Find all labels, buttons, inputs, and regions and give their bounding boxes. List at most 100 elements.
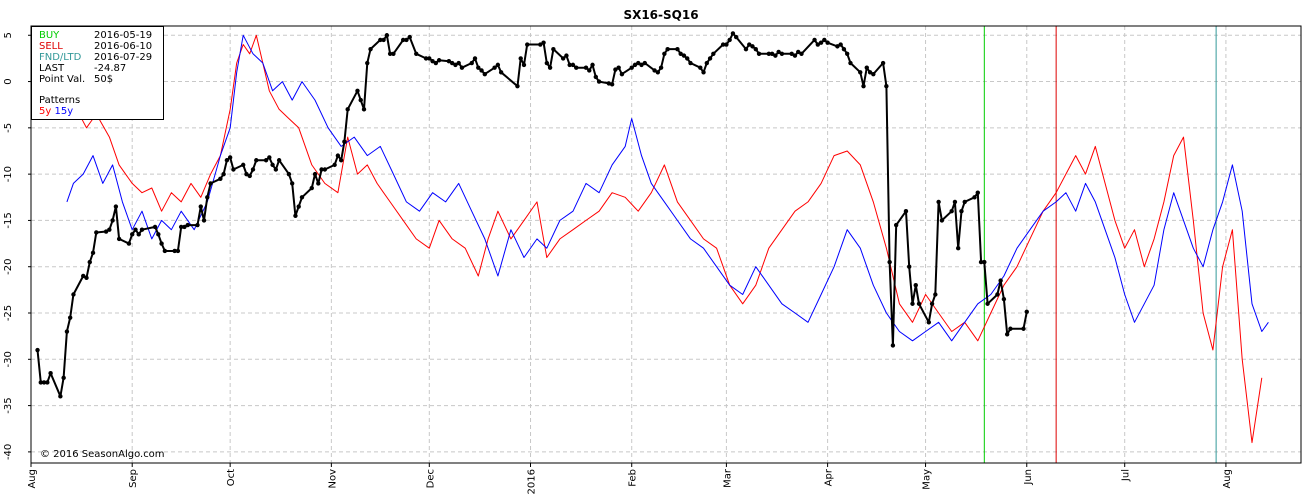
data-point [152,224,158,230]
plot-frame [30,25,1302,464]
data-point [515,83,520,89]
data-point [130,232,135,237]
data-point [387,51,393,56]
info-value: -24.87 [94,63,127,74]
series-layer [35,31,1269,444]
copyright-text: © 2016 SeasonAlgo.com [40,449,165,460]
data-point [861,83,866,89]
data-point [887,259,892,265]
data-point [299,195,305,200]
info-key: FND/LTD [39,52,82,63]
data-point [773,53,778,58]
data-point [681,53,687,58]
data-point [67,315,73,320]
data-point [208,181,213,186]
info-value: 2016-07-29 [94,52,153,63]
data-point [959,208,964,214]
data-point [711,51,716,56]
data-point [427,56,432,61]
data-point [391,51,396,56]
data-point [103,229,109,234]
data-point [407,34,412,40]
data-point [453,62,458,68]
data-point [182,224,187,230]
info-key: Point Val. [39,74,86,85]
data-point [750,44,755,49]
data-point [1001,296,1007,302]
data-point [456,60,461,66]
data-point [756,51,762,56]
data-point [747,42,752,47]
data-point [812,37,817,43]
data-point [848,60,853,66]
data-point [822,37,827,43]
patterns-legend: 5y 15y [39,106,163,117]
data-point [218,176,223,181]
data-point [867,70,873,75]
data-point [985,301,990,306]
data-point [322,167,328,172]
data-point [792,53,798,58]
data-point [312,171,318,177]
data-point [583,65,589,70]
data-point [459,65,465,70]
data-point [753,46,758,52]
y-tick-label: -25 [3,305,14,321]
data-point [342,139,347,144]
data-point [949,208,954,214]
data-point [227,155,233,160]
data-point [799,51,804,56]
data-point [701,70,706,75]
info-key: LAST [39,63,65,74]
data-point [224,158,230,163]
data-point [156,232,161,237]
data-point [720,42,726,47]
data-point [335,153,341,158]
data-point [871,71,876,77]
x-tick-label: Mar [722,468,733,488]
data-point [48,370,53,376]
data-point [267,155,272,160]
data-point [619,71,625,77]
x-tick-label: Aug [27,469,38,489]
data-point [642,60,647,66]
data-point [864,65,869,70]
data-point [286,171,292,177]
data-point [704,60,710,66]
info-row: SELL 2016-06-10 [39,41,163,52]
data-point [162,248,168,254]
data-point [766,51,772,56]
data-point [244,171,249,177]
data-point [61,375,66,381]
x-tick-label: Nov [327,469,338,489]
data-point [727,37,732,43]
data-point [276,158,282,163]
data-point [498,70,504,75]
data-point [613,67,618,72]
data-point [254,158,259,163]
x-tick-label: Oct [226,469,237,486]
data-point [982,259,987,265]
data-point [593,74,599,80]
data-point [361,107,367,112]
data-point [492,65,497,70]
info-key: SELL [39,41,63,52]
data-point [525,42,530,47]
data-point [590,62,595,68]
data-point [825,40,830,45]
data-point [662,51,667,56]
data-point [629,65,634,70]
data-point [476,65,481,70]
data-point [365,60,370,66]
data-point [570,62,576,68]
pattern-15y-label: 15y [54,106,74,117]
data-point [116,236,122,242]
data-point [479,68,484,73]
data-point [316,181,321,186]
data-point [665,46,670,52]
data-point [201,218,207,223]
data-point [818,40,824,45]
data-point [688,60,693,66]
info-row: Point Val. 50$ [39,74,163,85]
